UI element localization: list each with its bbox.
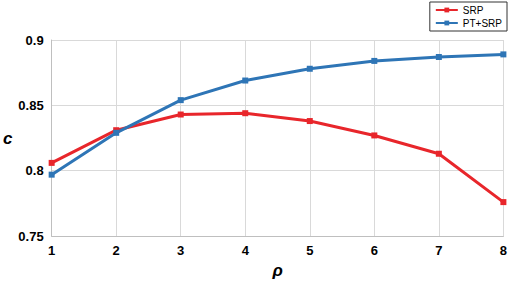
svg-text:5: 5 (306, 243, 313, 258)
svg-text:3: 3 (177, 243, 184, 258)
svg-text:7: 7 (435, 243, 442, 258)
svg-text:4: 4 (242, 243, 250, 258)
svg-text:0.9: 0.9 (26, 33, 44, 48)
svg-text:0.85: 0.85 (18, 98, 43, 113)
svg-text:6: 6 (371, 243, 378, 258)
svg-text:1: 1 (48, 243, 55, 258)
svg-text:ρ: ρ (271, 261, 282, 280)
svg-text:SRP: SRP (463, 5, 484, 16)
svg-text:2: 2 (113, 243, 120, 258)
svg-text:8: 8 (500, 243, 507, 258)
svg-text:0.8: 0.8 (26, 163, 44, 178)
svg-text:0.75: 0.75 (18, 229, 43, 244)
svg-text:PT+SRP: PT+SRP (463, 18, 503, 29)
svg-text:c: c (3, 129, 13, 148)
